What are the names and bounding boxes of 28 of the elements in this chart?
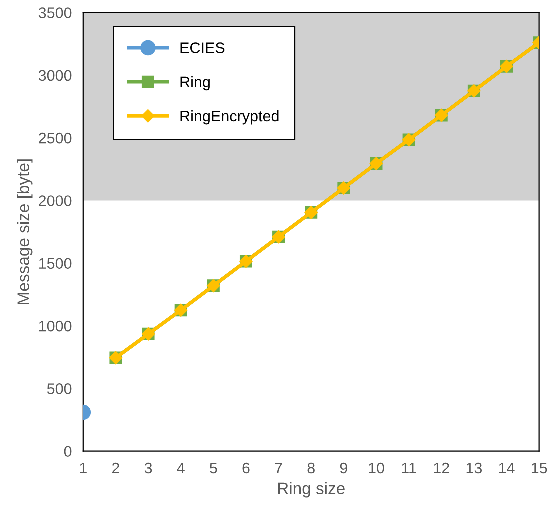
- x-tick-label: 4: [177, 463, 185, 474]
- x-tick-label: 10: [369, 462, 384, 474]
- y-tick-label: 3000: [38, 70, 72, 82]
- x-tick-label: 12: [434, 462, 450, 474]
- y-tick-label: 2500: [39, 132, 72, 144]
- x-tick-label: 3: [144, 462, 152, 474]
- x-tick-label: 2: [112, 462, 120, 474]
- x-tick-label: 8: [308, 462, 315, 474]
- x-tick-label: 11: [402, 463, 416, 474]
- x-axis-title: Ring size: [278, 482, 345, 498]
- y-tick-label: 1500: [39, 258, 72, 270]
- y-tick-label: 2000: [39, 196, 72, 206]
- y-tick-label: 1000: [39, 320, 72, 332]
- x-tick-label: 13: [466, 462, 482, 474]
- x-tick-label: 7: [275, 463, 282, 474]
- y-tick-label: 0: [64, 446, 72, 458]
- y-tick-label: 3500: [38, 8, 72, 18]
- x-tick-label: 15: [532, 463, 548, 474]
- legend-label: RingEncrypted: [180, 110, 279, 125]
- x-tick-label: 5: [210, 463, 218, 474]
- y-tick-label: 500: [47, 384, 72, 394]
- x-tick-label: 6: [242, 462, 250, 474]
- legend-label: ECIES: [180, 42, 225, 54]
- x-tick-label: 9: [340, 462, 348, 474]
- x-tick-label: 1: [80, 463, 87, 474]
- x-tick-label: 14: [499, 463, 515, 474]
- y-axis-title: Message size [byte]: [17, 160, 33, 304]
- legend-label: Ring: [180, 76, 210, 91]
